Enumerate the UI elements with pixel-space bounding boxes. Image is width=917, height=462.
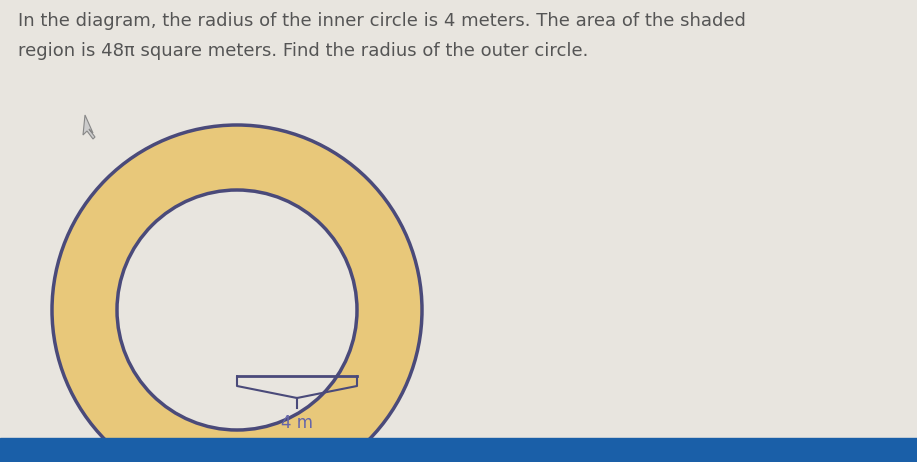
Polygon shape bbox=[83, 115, 95, 139]
Text: In the diagram, the radius of the inner circle is 4 meters. The area of the shad: In the diagram, the radius of the inner … bbox=[18, 12, 746, 30]
Text: region is 48π square meters. Find the radius of the outer circle.: region is 48π square meters. Find the ra… bbox=[18, 42, 589, 60]
Circle shape bbox=[117, 190, 357, 430]
Circle shape bbox=[52, 125, 422, 462]
Bar bbox=[0, 438, 917, 462]
Text: 4 m: 4 m bbox=[281, 414, 313, 432]
